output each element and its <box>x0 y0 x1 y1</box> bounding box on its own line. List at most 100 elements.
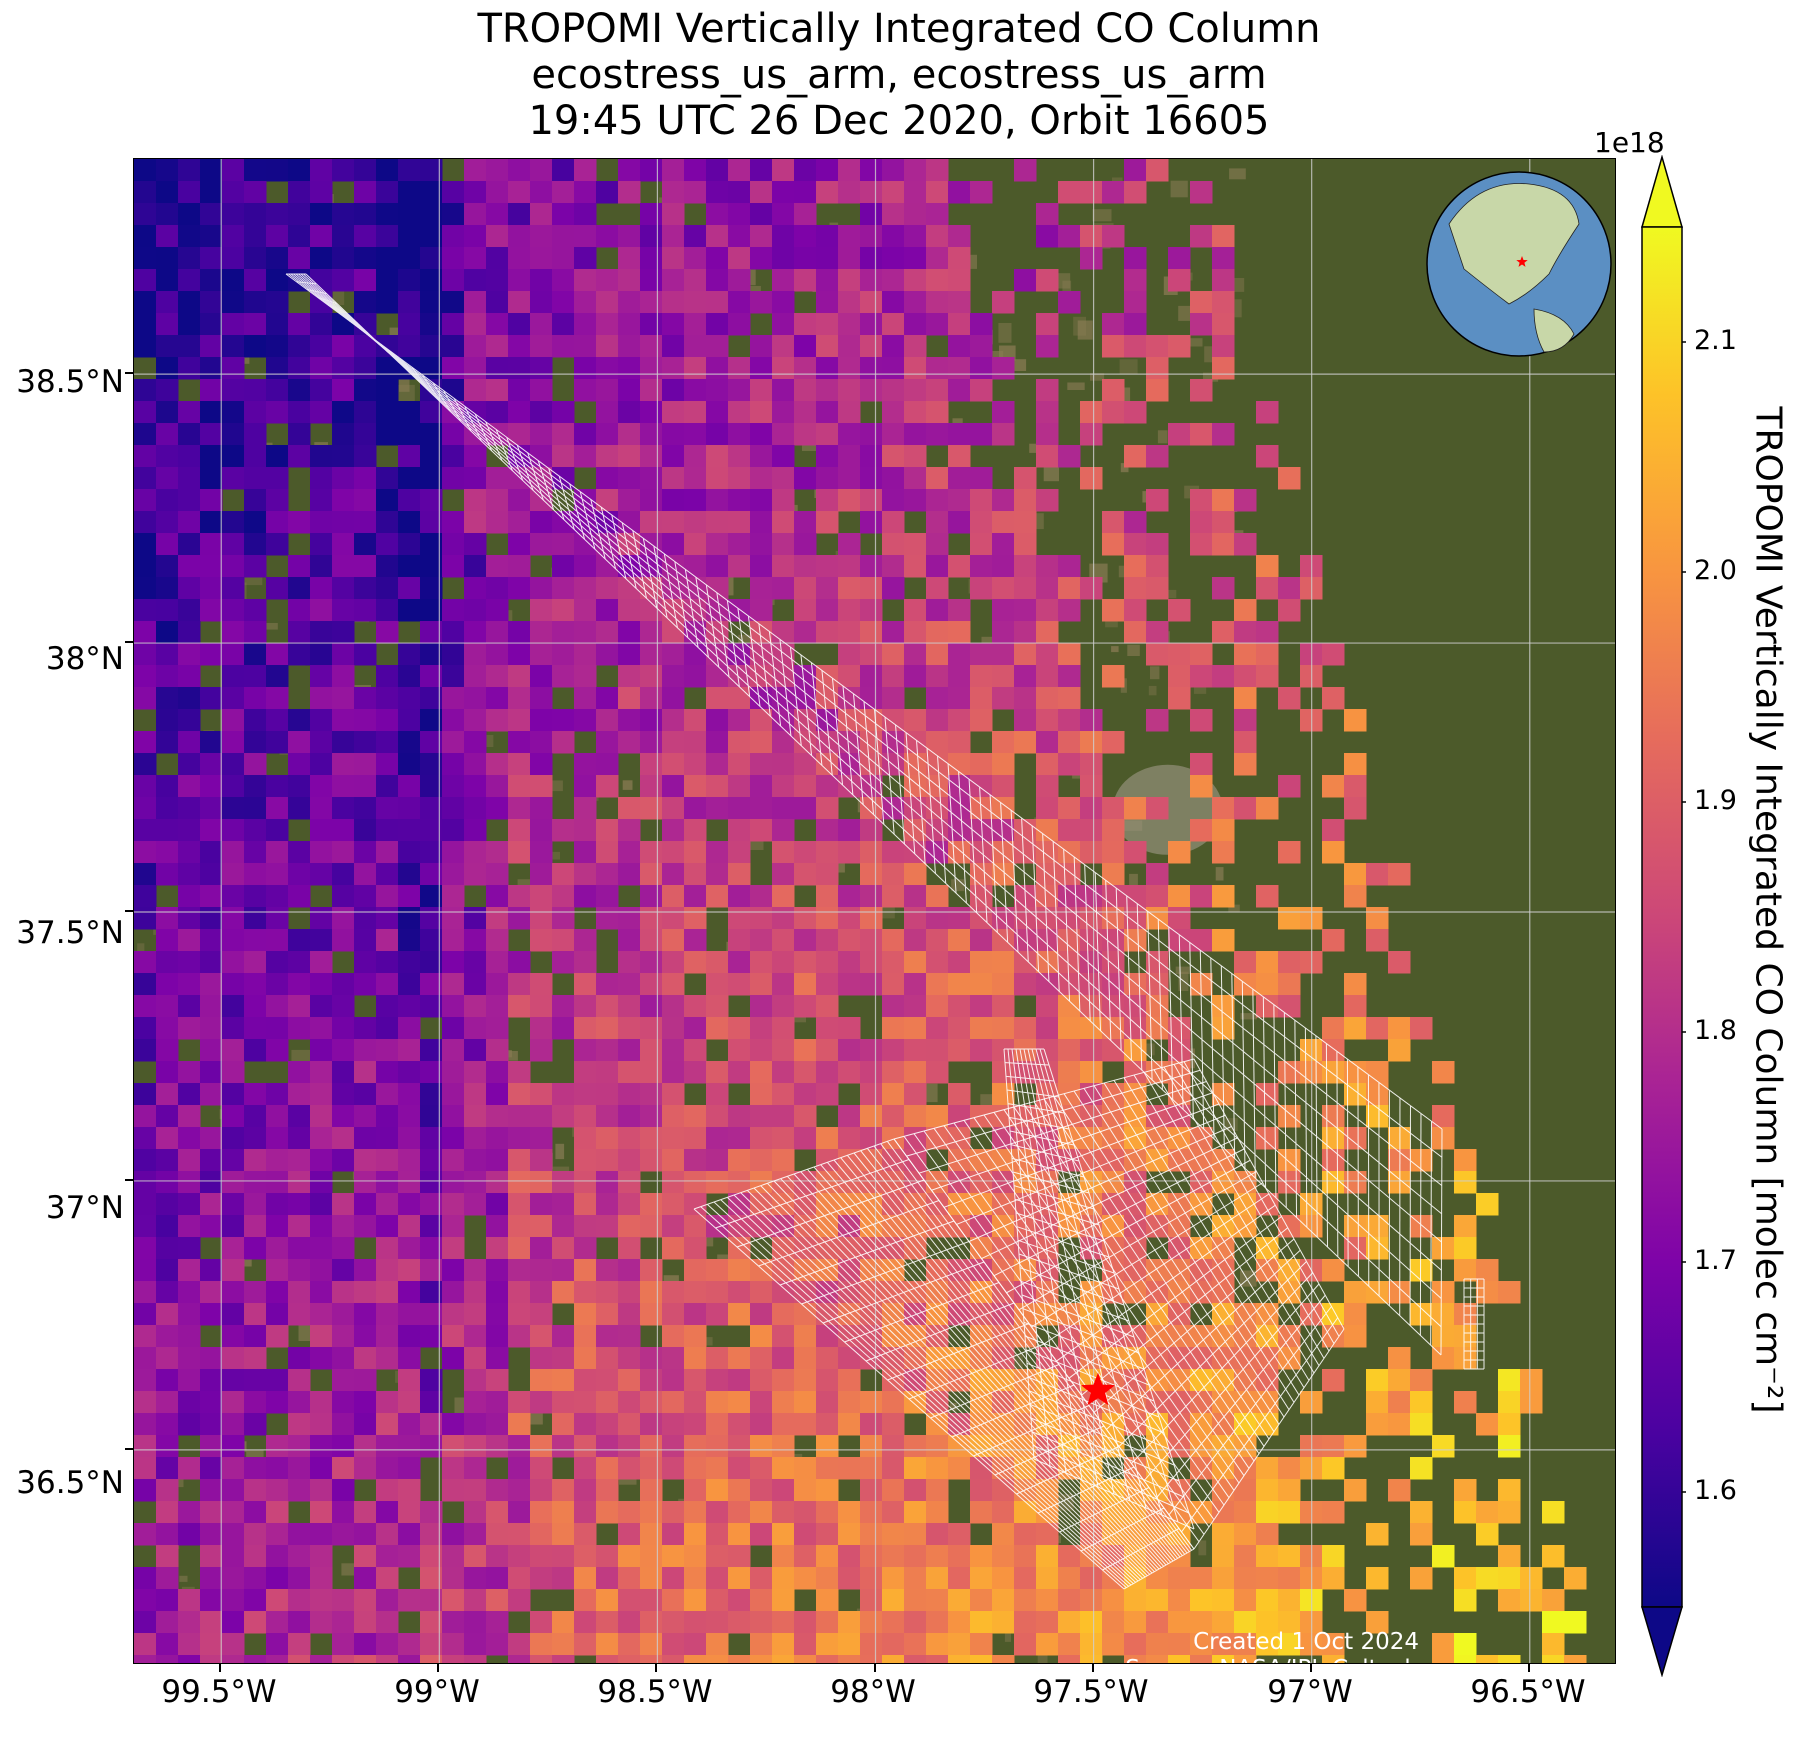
co-pixel <box>508 753 531 776</box>
co-pixel <box>1322 1259 1345 1282</box>
co-pixel <box>772 687 795 710</box>
co-pixel <box>420 401 443 424</box>
co-pixel <box>1234 1633 1257 1656</box>
co-pixel <box>398 753 421 776</box>
co-pixel <box>398 1083 421 1106</box>
co-pixel <box>728 555 751 578</box>
co-pixel <box>156 533 179 556</box>
co-pixel <box>574 423 597 446</box>
co-pixel <box>728 467 751 490</box>
co-pixel <box>1036 401 1059 424</box>
co-pixel <box>662 1237 685 1260</box>
co-pixel <box>684 1259 707 1282</box>
co-pixel <box>860 797 883 820</box>
co-pixel <box>156 1589 179 1612</box>
swath-line <box>1024 1335 1150 1386</box>
co-pixel <box>662 1061 685 1084</box>
co-pixel <box>750 1391 773 1414</box>
co-pixel <box>464 1501 487 1524</box>
co-pixel <box>904 665 927 688</box>
co-pixel <box>354 445 377 468</box>
co-pixel <box>222 775 245 798</box>
co-pixel <box>134 1017 157 1040</box>
co-pixel <box>1454 1237 1477 1260</box>
co-pixel <box>376 1083 399 1106</box>
co-pixel <box>816 225 839 248</box>
co-pixel <box>200 181 223 204</box>
co-pixel <box>1212 533 1235 556</box>
co-pixel <box>288 1479 311 1502</box>
co-pixel <box>332 1347 355 1370</box>
co-pixel <box>332 335 355 358</box>
co-pixel <box>244 1655 267 1663</box>
co-pixel <box>860 159 883 182</box>
co-pixel <box>200 1523 223 1546</box>
co-pixel <box>310 1347 333 1370</box>
co-pixel <box>244 1391 267 1414</box>
cropland-patch <box>179 1575 188 1582</box>
co-pixel <box>200 1369 223 1392</box>
co-pixel <box>376 863 399 886</box>
co-pixel <box>244 291 267 314</box>
co-pixel <box>794 1391 817 1414</box>
co-pixel <box>442 1303 465 1326</box>
co-pixel <box>530 1347 553 1370</box>
co-pixel <box>398 401 421 424</box>
co-pixel <box>640 1479 663 1502</box>
co-pixel <box>662 929 685 952</box>
co-pixel <box>354 863 377 886</box>
co-pixel <box>420 423 443 446</box>
co-pixel <box>1102 1611 1125 1634</box>
co-pixel <box>948 445 971 468</box>
co-pixel <box>508 665 531 688</box>
co-pixel <box>816 973 839 996</box>
co-pixel <box>794 621 817 644</box>
co-pixel <box>1102 181 1125 204</box>
co-pixel <box>794 159 817 182</box>
co-pixel <box>530 1655 553 1663</box>
co-pixel <box>904 1479 927 1502</box>
co-pixel <box>156 1479 179 1502</box>
co-pixel <box>464 1369 487 1392</box>
co-pixel <box>948 643 971 666</box>
co-pixel <box>376 1259 399 1282</box>
cropland-patch <box>549 1166 570 1174</box>
co-pixel <box>266 1237 289 1260</box>
co-pixel <box>948 379 971 402</box>
cropland-patch <box>701 1337 713 1346</box>
co-pixel <box>376 489 399 512</box>
co-pixel <box>662 1193 685 1216</box>
co-pixel <box>618 1303 641 1326</box>
co-pixel <box>508 995 531 1018</box>
co-pixel <box>486 1039 509 1062</box>
co-pixel <box>244 819 267 842</box>
co-pixel <box>1212 819 1235 842</box>
co-pixel <box>662 687 685 710</box>
co-pixel <box>750 885 773 908</box>
co-pixel <box>552 1017 575 1040</box>
co-pixel <box>1124 1281 1147 1304</box>
co-pixel <box>882 885 905 908</box>
co-pixel <box>1344 995 1367 1018</box>
co-pixel <box>1322 1149 1345 1172</box>
co-pixel <box>288 445 311 468</box>
co-pixel <box>508 401 531 424</box>
swath-line <box>1021 818 1029 962</box>
co-pixel <box>398 775 421 798</box>
co-pixel <box>310 1611 333 1634</box>
co-pixel <box>596 379 619 402</box>
co-pixel <box>552 511 575 534</box>
co-pixel <box>618 1215 641 1238</box>
co-pixel <box>970 1237 993 1260</box>
co-pixel <box>310 489 333 512</box>
co-pixel <box>970 907 993 930</box>
co-pixel <box>244 885 267 908</box>
co-pixel <box>552 203 575 226</box>
co-pixel <box>794 797 817 820</box>
swath-line <box>715 1159 910 1229</box>
swath-line <box>905 732 916 854</box>
co-pixel <box>1124 247 1147 270</box>
co-pixel <box>596 841 619 864</box>
co-pixel <box>1278 1567 1301 1590</box>
co-pixel <box>574 203 597 226</box>
